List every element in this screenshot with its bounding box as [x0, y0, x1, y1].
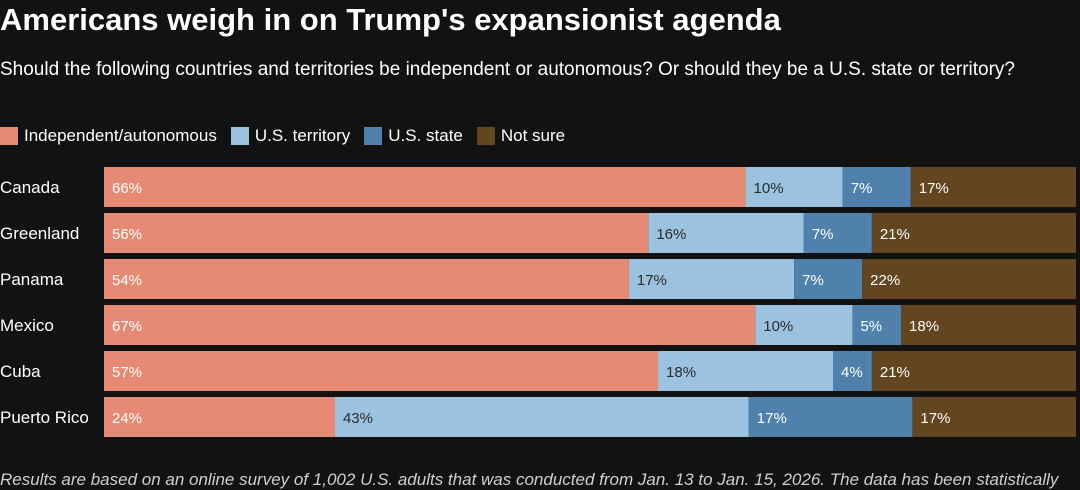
row-label: Panama	[0, 270, 64, 289]
bar-segment	[901, 305, 1076, 345]
data-label: 57%	[112, 364, 142, 381]
legend-swatch	[476, 127, 495, 145]
data-label: 17%	[637, 272, 667, 289]
legend-item: U.S. state	[364, 126, 463, 146]
bar-segment	[104, 167, 746, 207]
bar-segment	[745, 167, 843, 207]
bar-segment	[104, 213, 649, 253]
data-label: 18%	[666, 364, 696, 381]
stacked-bar-chart: Canada 66% 10% 7% 17% Greenland 56% 16% 7% 21% Pan…	[0, 167, 1076, 437]
data-label: 17%	[920, 410, 950, 427]
data-label: 54%	[112, 272, 142, 289]
row-label: Puerto Rico	[0, 408, 89, 427]
bar-segment	[104, 351, 659, 391]
data-label: 67%	[112, 318, 142, 335]
data-label: 22%	[870, 272, 900, 289]
legend-item: Independent/autonomous	[0, 126, 217, 146]
data-label: 24%	[112, 410, 142, 427]
bar-segment	[871, 213, 1076, 253]
bar-segment	[833, 351, 872, 391]
row-label: Mexico	[0, 316, 54, 335]
bar-segment	[794, 259, 863, 299]
legend-item: U.S. territory	[230, 126, 351, 146]
legend-swatch	[0, 127, 18, 145]
data-label: 18%	[909, 318, 939, 335]
bar-segment	[104, 305, 756, 345]
data-label: 21%	[880, 364, 910, 381]
legend-swatch	[364, 127, 383, 145]
data-label: 4%	[841, 364, 863, 381]
row-label: Canada	[0, 178, 60, 197]
bar-segment	[803, 213, 872, 253]
bar-segment	[334, 397, 749, 437]
bar-segment	[628, 259, 795, 299]
data-label: 10%	[754, 180, 784, 197]
data-label: 7%	[851, 180, 873, 197]
chart-footnote: Results are based on an online survey of…	[0, 470, 1059, 489]
data-label: 7%	[812, 226, 834, 243]
data-label: 21%	[880, 226, 910, 243]
data-label: 7%	[802, 272, 824, 289]
data-label: 43%	[343, 410, 373, 427]
legend-label: Independent/autonomous	[24, 126, 217, 145]
chart-title: Americans weigh in on Trump's expansioni…	[0, 2, 781, 37]
bar-segment	[648, 213, 804, 253]
data-label: 10%	[763, 318, 793, 335]
data-label: 56%	[112, 226, 142, 243]
chart-subtitle: Should the following countries and terri…	[0, 59, 1015, 80]
chart-legend: Independent/autonomous U.S. territory U.S.…	[0, 124, 579, 148]
data-label: 66%	[112, 180, 142, 197]
bar-segment	[862, 259, 1076, 299]
data-label: 17%	[757, 410, 787, 427]
data-label: 17%	[919, 180, 949, 197]
row-label: Greenland	[0, 224, 79, 243]
bar-segment	[910, 167, 1076, 207]
legend-label: Not sure	[500, 126, 566, 145]
bar-segment	[842, 167, 911, 207]
bar-segment	[748, 397, 913, 437]
bar-segment	[104, 259, 629, 299]
legend-label: U.S. state	[388, 126, 463, 145]
bar-segment	[104, 397, 335, 437]
legend-swatch	[230, 127, 249, 145]
legend-label: U.S. territory	[254, 126, 351, 145]
bar-segment	[852, 305, 902, 345]
row-label: Cuba	[0, 362, 41, 381]
legend-item: Not sure	[476, 126, 566, 146]
data-label: 16%	[656, 226, 686, 243]
bar-segment	[755, 305, 853, 345]
bar-segment	[871, 351, 1076, 391]
data-label: 5%	[860, 318, 882, 335]
bar-segment	[912, 397, 1076, 437]
bar-segment	[658, 351, 833, 391]
